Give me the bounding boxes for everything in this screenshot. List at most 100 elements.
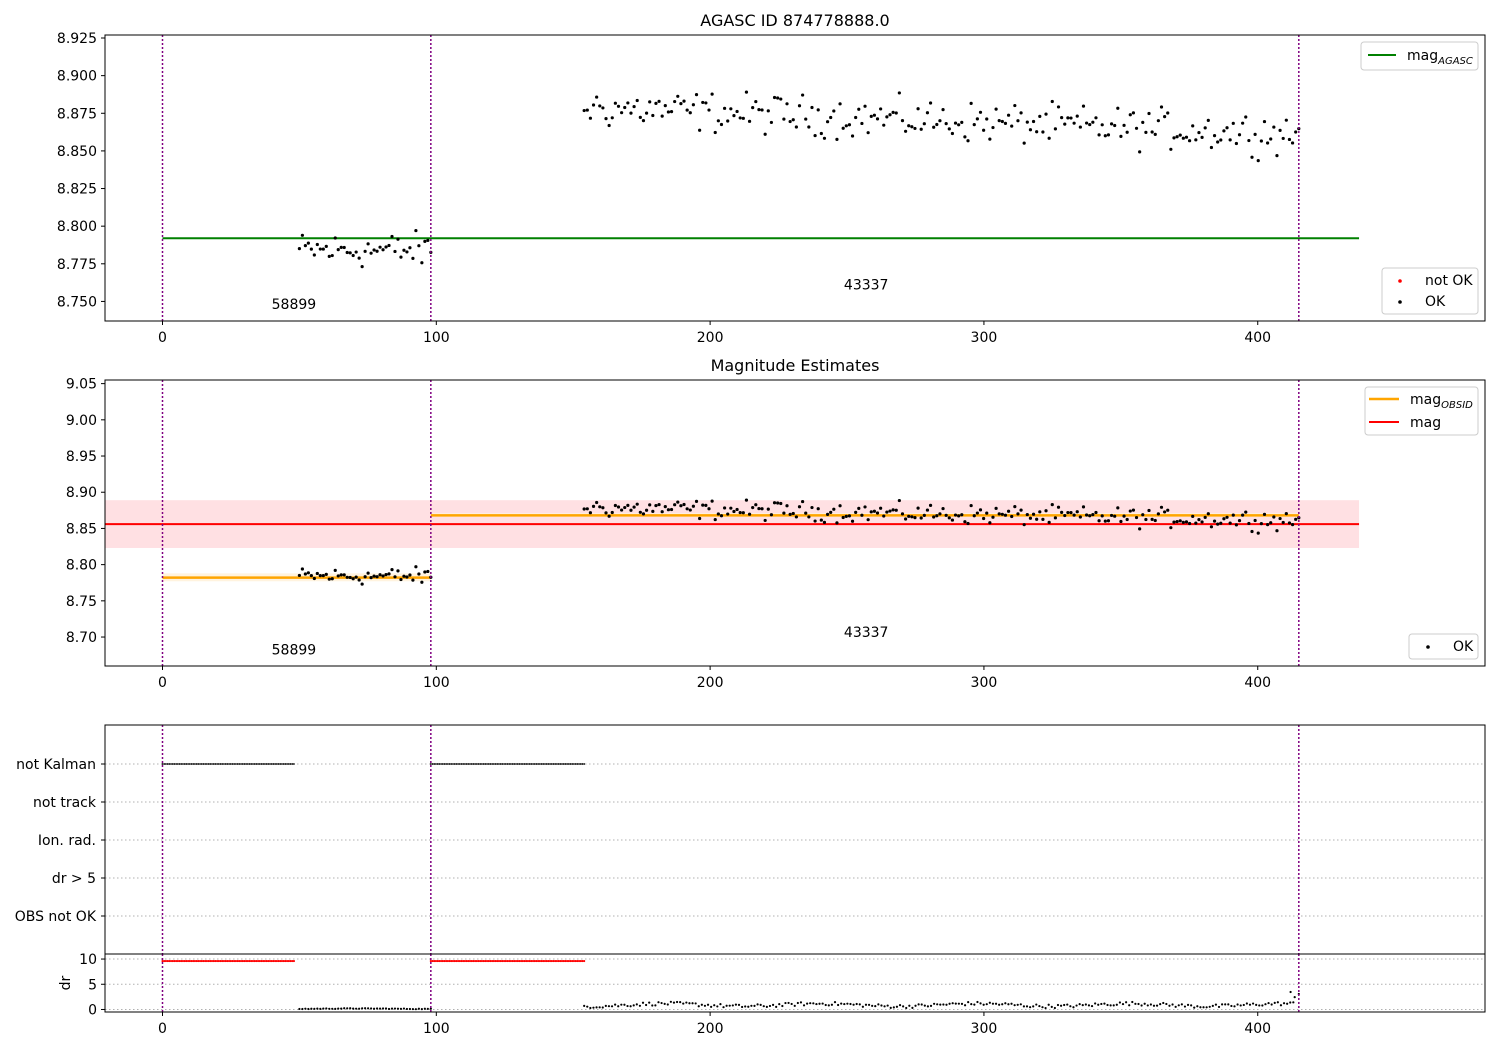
data-point-ok: [426, 569, 430, 574]
data-point-ok: [1266, 523, 1270, 527]
data-point-ok: [657, 502, 661, 507]
data-point-ok: [741, 511, 745, 515]
data-point-ok: [1231, 121, 1235, 125]
dr-clipped-point: [552, 959, 555, 963]
data-point-ok: [757, 506, 761, 511]
data-point-ok: [1225, 126, 1229, 130]
dr-point: [620, 1003, 623, 1006]
data-point-ok: [935, 122, 939, 127]
dr-point: [787, 1001, 790, 1005]
dr-point: [1270, 1003, 1273, 1006]
flag-point: [187, 763, 190, 765]
dr-clipped-point: [577, 959, 581, 963]
dr-clipped-point: [566, 959, 569, 963]
data-point-ok: [729, 107, 733, 111]
data-point-ok: [788, 512, 792, 516]
data-point-ok: [635, 502, 639, 506]
flag-point: [513, 763, 516, 765]
dr-point: [411, 1007, 415, 1011]
y-tick-label: 8.825: [57, 182, 97, 198]
dr-point: [756, 1003, 759, 1006]
dr-clipped-point: [248, 959, 251, 963]
dr-point: [1233, 1005, 1236, 1008]
data-point-ok: [1125, 130, 1129, 134]
data-point-ok: [1175, 520, 1179, 524]
dr-clipped-point: [291, 959, 294, 963]
dr-point: [979, 1002, 982, 1005]
flag-point: [452, 763, 454, 765]
data-point-ok: [794, 515, 798, 519]
data-point-ok: [982, 516, 986, 521]
dr-point: [355, 1007, 358, 1010]
data-point-ok: [1041, 130, 1045, 134]
dr-clipped-point: [545, 959, 548, 963]
data-point-ok: [863, 505, 867, 509]
data-point-ok: [348, 575, 352, 580]
data-point-ok: [620, 111, 624, 115]
y-tick-label: 8.90: [66, 485, 97, 501]
data-point-ok: [306, 241, 310, 245]
dr-clipped-point: [438, 959, 441, 963]
data-point-ok: [1163, 510, 1167, 514]
dr-point: [635, 1003, 638, 1006]
data-point-ok: [791, 118, 795, 122]
data-point-ok: [860, 513, 864, 517]
dr-clipped-point: [451, 959, 455, 963]
y-tick-label: 9.05: [66, 377, 97, 393]
dr-point: [976, 1000, 979, 1004]
flag-point: [481, 763, 483, 765]
data-point-ok: [1222, 129, 1226, 133]
dr-clipped-point: [482, 959, 485, 963]
data-point-ok: [626, 503, 630, 507]
data-point-ok: [860, 121, 864, 126]
data-point-ok: [941, 506, 945, 511]
dr-point: [1032, 1005, 1035, 1008]
data-point-ok: [1250, 529, 1254, 534]
data-point-ok: [829, 115, 833, 120]
data-point-ok: [300, 233, 304, 237]
data-point-ok: [1075, 114, 1079, 118]
dr-point: [759, 1003, 762, 1006]
legend-ok-label-middle: OK: [1453, 639, 1474, 655]
flag-point: [214, 763, 217, 765]
data-point-ok: [716, 119, 720, 123]
data-point-ok: [726, 512, 730, 516]
data-point-ok: [1172, 136, 1176, 140]
flag-point: [192, 763, 195, 765]
dr-clipped-point: [474, 959, 477, 963]
data-point-ok: [1156, 512, 1160, 516]
dr-point: [623, 1003, 626, 1006]
flag-point: [547, 763, 550, 765]
data-point-ok: [663, 104, 667, 108]
data-point-ok: [813, 519, 817, 523]
dr-point: [417, 1007, 420, 1010]
data-point-ok: [885, 115, 889, 119]
data-point-ok: [351, 577, 355, 581]
data-point-ok: [676, 94, 680, 98]
flag-point: [482, 763, 485, 765]
flag-point: [272, 763, 275, 765]
dr-point: [775, 1005, 778, 1009]
dr-point: [1165, 1002, 1168, 1006]
data-point-ok: [1294, 130, 1298, 134]
dr-clipped-point: [547, 959, 550, 963]
data-point-ok: [1184, 135, 1189, 139]
dr-clipped-point: [429, 959, 432, 963]
data-point-ok: [722, 506, 727, 510]
data-point-ok: [1119, 134, 1123, 138]
dr-clipped-point: [484, 959, 487, 963]
data-point-ok: [738, 116, 742, 120]
data-point-ok: [869, 510, 873, 514]
data-point-ok: [1019, 508, 1023, 512]
flag-point: [511, 763, 514, 765]
data-point-ok: [663, 505, 667, 509]
top-obs-label-43337: 43337: [844, 277, 889, 293]
data-point-ok: [1038, 510, 1042, 514]
data-point-ok: [885, 510, 889, 514]
y-tick-label: 0: [88, 1002, 97, 1018]
dr-point: [762, 1005, 765, 1008]
dr-point: [405, 1007, 409, 1011]
data-point-ok: [1287, 137, 1292, 142]
flag-point: [552, 763, 555, 765]
data-point-ok: [966, 521, 970, 526]
